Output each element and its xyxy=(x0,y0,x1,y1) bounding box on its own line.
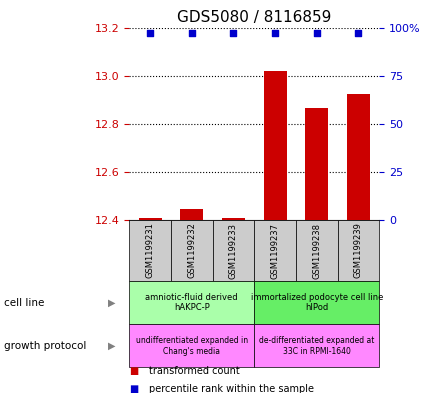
Text: transformed count: transformed count xyxy=(148,366,239,376)
Text: cell line: cell line xyxy=(4,298,45,308)
Text: GSM1199233: GSM1199233 xyxy=(228,222,237,279)
Bar xyxy=(212,220,254,281)
Point xyxy=(230,30,236,37)
Text: GSM1199232: GSM1199232 xyxy=(187,222,196,279)
Bar xyxy=(221,218,244,220)
Bar xyxy=(129,220,171,281)
Title: GDS5080 / 8116859: GDS5080 / 8116859 xyxy=(177,10,331,25)
Bar xyxy=(129,281,254,324)
Text: GSM1199238: GSM1199238 xyxy=(312,222,320,279)
Text: GSM1199237: GSM1199237 xyxy=(270,222,279,279)
Bar xyxy=(304,108,328,220)
Text: undifferentiated expanded in
Chang's media: undifferentiated expanded in Chang's med… xyxy=(135,336,247,356)
Text: ▶: ▶ xyxy=(108,298,116,308)
Bar xyxy=(254,220,295,281)
Text: growth protocol: growth protocol xyxy=(4,341,86,351)
Text: immortalized podocyte cell line
hIPod: immortalized podocyte cell line hIPod xyxy=(250,293,382,312)
Bar xyxy=(337,220,378,281)
Text: ▶: ▶ xyxy=(108,341,116,351)
Bar xyxy=(171,220,212,281)
Text: GSM1199239: GSM1199239 xyxy=(353,222,362,279)
Text: ■: ■ xyxy=(129,384,138,393)
Point xyxy=(271,30,278,37)
Bar xyxy=(295,220,337,281)
Text: ■: ■ xyxy=(129,366,138,376)
Point xyxy=(313,30,319,37)
Bar xyxy=(254,281,378,324)
Text: de-differentiated expanded at
33C in RPMI-1640: de-differentiated expanded at 33C in RPM… xyxy=(258,336,374,356)
Bar xyxy=(346,94,369,220)
Bar xyxy=(138,218,161,220)
Bar xyxy=(254,324,378,367)
Bar xyxy=(180,209,203,220)
Text: percentile rank within the sample: percentile rank within the sample xyxy=(148,384,313,393)
Text: GSM1199231: GSM1199231 xyxy=(145,222,154,279)
Bar xyxy=(129,324,254,367)
Bar xyxy=(263,71,286,220)
Point xyxy=(146,30,153,37)
Point xyxy=(188,30,195,37)
Point xyxy=(354,30,361,37)
Text: amniotic-fluid derived
hAKPC-P: amniotic-fluid derived hAKPC-P xyxy=(145,293,237,312)
